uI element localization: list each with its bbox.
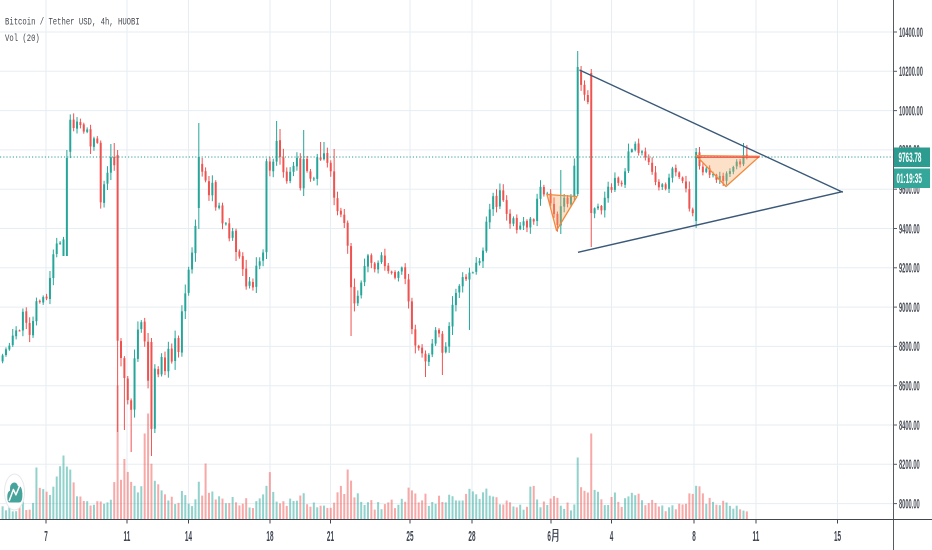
svg-text:25: 25 <box>406 529 413 545</box>
svg-text:4: 4 <box>610 529 614 545</box>
svg-text:9400.00: 9400.00 <box>899 223 920 237</box>
svg-text:8600.00: 8600.00 <box>899 380 920 394</box>
svg-text:8400.00: 8400.00 <box>899 419 920 433</box>
svg-text:8000.00: 8000.00 <box>899 498 920 512</box>
svg-text:18: 18 <box>266 529 273 545</box>
svg-text:7: 7 <box>44 529 48 545</box>
svg-text:9763.78: 9763.78 <box>899 150 922 165</box>
svg-text:01:19:35: 01:19:35 <box>897 171 922 186</box>
svg-text:8200.00: 8200.00 <box>899 459 920 473</box>
svg-text:10200.00: 10200.00 <box>899 66 923 80</box>
svg-text:8800.00: 8800.00 <box>899 341 920 355</box>
svg-text:11: 11 <box>124 529 131 545</box>
svg-text:15: 15 <box>834 529 841 545</box>
svg-text:10400.00: 10400.00 <box>899 26 923 40</box>
svg-text:9000.00: 9000.00 <box>899 301 920 315</box>
svg-text:21: 21 <box>327 529 334 545</box>
svg-text:Vol (20): Vol (20) <box>5 31 40 44</box>
svg-text:Bitcoin / Tether USD, 4h, HUOB: Bitcoin / Tether USD, 4h, HUOBI <box>5 15 140 28</box>
svg-text:8: 8 <box>692 529 696 545</box>
svg-text:6: 6 <box>547 529 551 545</box>
svg-text:11: 11 <box>753 529 760 545</box>
svg-text:14: 14 <box>185 529 192 545</box>
svg-text:10000.00: 10000.00 <box>899 105 923 119</box>
svg-text:28: 28 <box>468 529 475 545</box>
svg-text:9200.00: 9200.00 <box>899 262 920 276</box>
